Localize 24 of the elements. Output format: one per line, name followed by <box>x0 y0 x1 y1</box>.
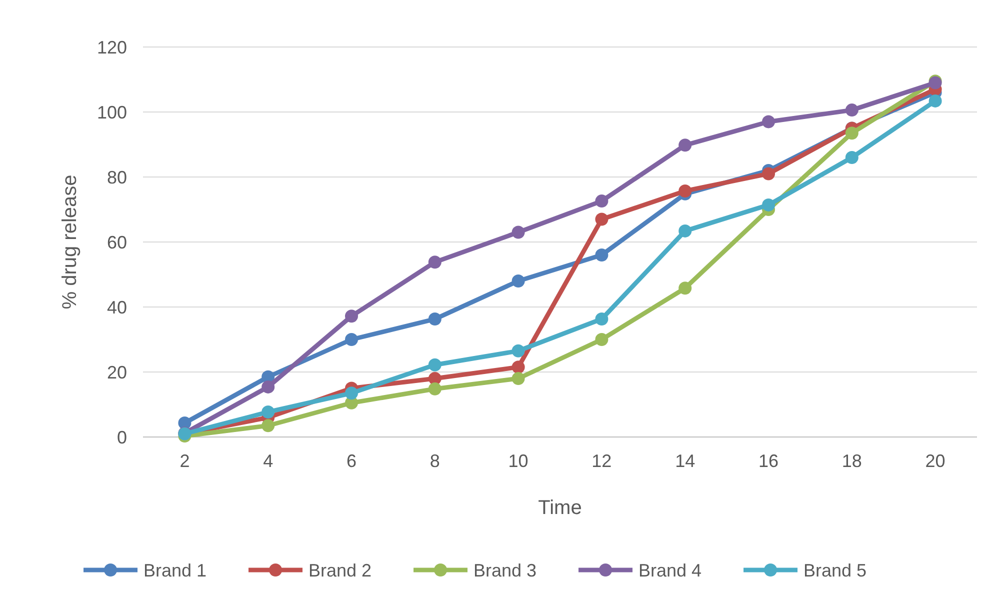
x-tick-label: 10 <box>508 451 528 471</box>
x-axis-title: Time <box>538 497 582 519</box>
legend-label: Brand 5 <box>804 560 867 580</box>
y-tick-label: 80 <box>106 167 127 188</box>
x-tick-label: 18 <box>842 451 862 471</box>
legend-label: Brand 4 <box>638 560 702 580</box>
y-axis-title: % drug release <box>59 174 81 310</box>
x-tick-label: 20 <box>925 451 946 471</box>
y-tick-label: 120 <box>96 37 127 58</box>
legend-label: Brand 3 <box>474 560 537 580</box>
x-tick-label: 16 <box>758 451 779 471</box>
x-tick-label: 4 <box>263 451 274 471</box>
y-tick-label: 100 <box>96 102 127 122</box>
x-tick-label: 8 <box>430 451 440 471</box>
y-tick-label: 20 <box>106 362 127 382</box>
x-tick-label: 14 <box>675 451 696 471</box>
legend-label: Brand 2 <box>308 560 372 580</box>
y-tick-label: 0 <box>116 427 127 448</box>
y-tick-label: 60 <box>106 232 127 252</box>
legend-label: Brand 1 <box>144 560 207 580</box>
x-tick-label: 12 <box>592 451 612 471</box>
y-tick-label: 40 <box>106 297 127 318</box>
x-tick-label: 6 <box>346 451 357 471</box>
x-tick-label: 2 <box>180 451 190 471</box>
